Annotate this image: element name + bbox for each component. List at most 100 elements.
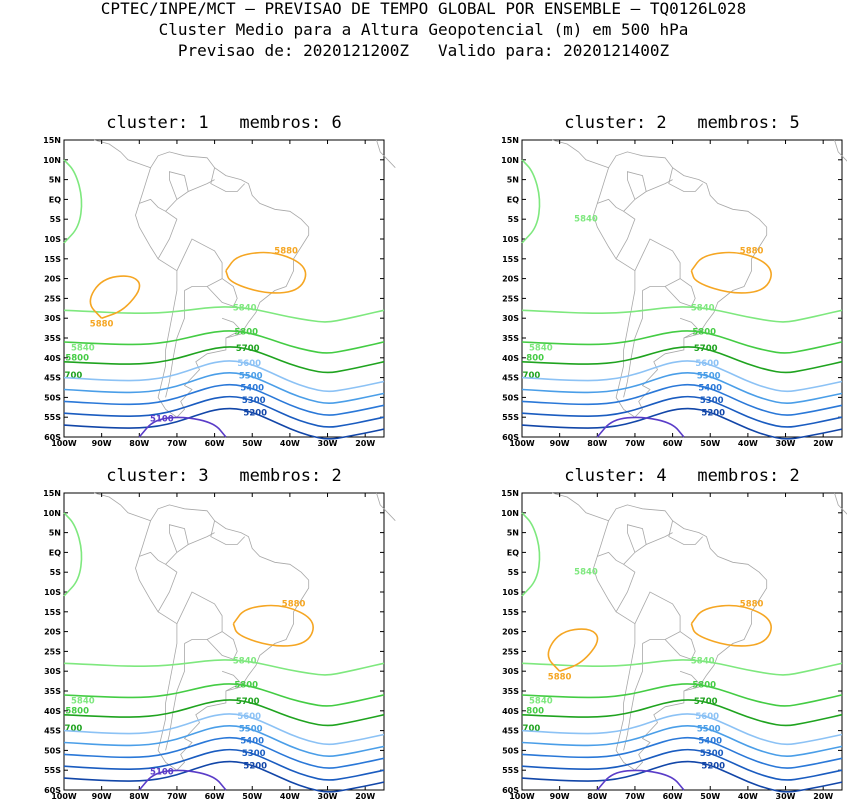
lat-tick-label: EQ: [507, 195, 519, 204]
contour-line: [89, 275, 141, 319]
country-border: [597, 551, 624, 565]
lat-tick-label: 25S: [44, 294, 61, 303]
lat-tick-label: 15N: [43, 489, 61, 498]
contour-label: 5800: [65, 353, 89, 363]
contour-label: 5700: [694, 344, 718, 354]
lat-tick-label: 5S: [508, 215, 520, 224]
contour-line: [63, 159, 83, 244]
country-border: [627, 524, 647, 553]
country-border: [165, 643, 185, 751]
coastline: [593, 504, 768, 771]
contour-label: 5100: [150, 415, 174, 425]
lon-tick-label: 90W: [550, 792, 570, 801]
contour-line: [521, 713, 843, 746]
lat-tick-label: 60S: [502, 786, 519, 795]
country-border: [176, 238, 223, 291]
lat-tick-label: 5N: [49, 529, 61, 538]
lat-tick-label: 10N: [43, 156, 61, 165]
panel-1-frame: 100W 90W 80W 70W 60W 50W 40W 30W 20W 15N 10N 5N EQ 5S…: [43, 136, 396, 448]
contour-label: 700: [65, 371, 83, 381]
contour-line: [596, 769, 685, 791]
lat-tick-label: 45S: [44, 727, 61, 736]
lon-tick-label: 70W: [167, 792, 187, 801]
coastline: [551, 139, 609, 169]
contour-line: [521, 407, 843, 440]
contour-label: 5840: [691, 656, 715, 666]
contour-label: 5840: [529, 343, 553, 353]
contour-line: [138, 769, 227, 791]
contour-line: [521, 512, 541, 597]
lat-tick-label: 15S: [502, 608, 519, 617]
lat-tick-label: 10S: [502, 588, 519, 597]
contour-label: 5500: [697, 724, 721, 734]
country-border: [615, 179, 673, 259]
contour-label: 5400: [698, 384, 722, 394]
lon-tick-label: 80W: [129, 792, 149, 801]
coastline: [376, 139, 396, 168]
lat-tick-label: 55S: [502, 766, 519, 775]
contour-label: 5840: [691, 303, 715, 313]
lon-tick-label: 50W: [242, 439, 262, 448]
lon-tick-label: 30W: [776, 792, 796, 801]
contour-line: [521, 159, 541, 244]
lat-tick-label: 40S: [502, 707, 519, 716]
lat-tick-label: 35S: [502, 687, 519, 696]
lon-tick-label: 50W: [700, 439, 720, 448]
lon-tick-label: 100W: [51, 792, 77, 801]
lon-tick-label: 50W: [700, 792, 720, 801]
contour-label: 5840: [529, 696, 553, 706]
contour-line: [521, 736, 843, 769]
contour-line: [521, 360, 843, 393]
country-border: [679, 317, 700, 339]
country-border: [623, 290, 643, 398]
lat-tick-label: 15S: [44, 255, 61, 264]
lat-tick-label: 5S: [50, 215, 62, 224]
contour-line: [138, 416, 227, 438]
contour-line: [63, 699, 385, 727]
contour-label: 5600: [695, 359, 719, 369]
contour-label: 5840: [574, 215, 598, 225]
lon-tick-label: 90W: [550, 439, 570, 448]
contour-label: 5700: [694, 697, 718, 707]
lat-tick-label: 50S: [502, 393, 519, 402]
lat-tick-label: 10S: [44, 588, 61, 597]
country-border: [169, 524, 189, 553]
lat-tick-label: 40S: [44, 707, 61, 716]
country-border: [206, 631, 238, 660]
country-border: [139, 551, 166, 565]
contour-line: [63, 383, 385, 416]
contour-label: 5700: [236, 697, 260, 707]
contour-label: 5880: [274, 246, 298, 256]
lon-tick-label: 60W: [205, 792, 225, 801]
contour-label: 5880: [282, 599, 306, 609]
panel-1-title: cluster: 1 membros: 6: [106, 113, 342, 133]
lon-tick-label: 20W: [355, 792, 375, 801]
lat-tick-label: 20S: [44, 275, 61, 284]
lon-tick-label: 40W: [280, 792, 300, 801]
contour-line: [521, 330, 843, 354]
contour-label: 800: [526, 353, 544, 363]
contour-line: [63, 306, 385, 323]
contour-label: 5800: [692, 681, 716, 691]
contour-label: 5840: [71, 343, 95, 353]
contour-line: [596, 416, 685, 438]
contour-line: [690, 251, 772, 294]
contour-label: 5400: [240, 384, 264, 394]
contour-label: 5600: [695, 712, 719, 722]
header-line-2: Cluster Medio para a Altura Geopotencial…: [158, 20, 689, 39]
lon-tick-label: 100W: [509, 439, 535, 448]
coastline: [135, 151, 310, 418]
coastline: [135, 504, 310, 771]
lat-tick-label: 5S: [508, 568, 520, 577]
country-border: [165, 290, 185, 398]
contour-line: [63, 736, 385, 769]
country-border: [668, 167, 703, 192]
country-border: [668, 520, 703, 545]
lon-tick-label: 80W: [129, 439, 149, 448]
contour-line: [63, 713, 385, 746]
lat-tick-label: 5N: [49, 176, 61, 185]
contour-label: 5880: [90, 320, 114, 330]
contour-label: 5880: [740, 599, 764, 609]
country-border: [627, 171, 647, 200]
